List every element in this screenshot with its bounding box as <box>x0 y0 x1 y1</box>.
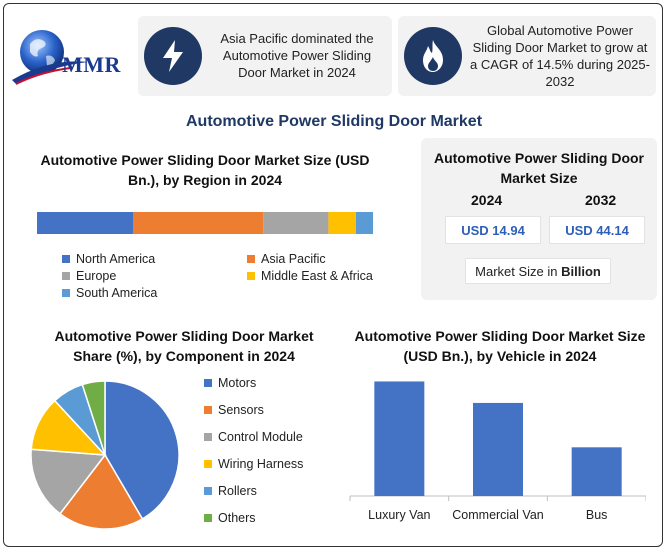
legend-swatch <box>204 487 212 495</box>
region-chart-title: Automotive Power Sliding Door Market Siz… <box>40 152 370 188</box>
legend-swatch <box>204 433 212 441</box>
legend-label: Europe <box>76 269 117 283</box>
unit-label-bold: Billion <box>561 263 601 279</box>
legend-item-asia-pacific: Asia Pacific <box>247 252 326 266</box>
region-segment-south-america <box>355 212 373 234</box>
legend-swatch <box>204 379 212 387</box>
legend-swatch <box>247 255 255 263</box>
region-legend: North America Asia Pacific Europe Middle Ea… <box>62 252 402 304</box>
legend-swatch <box>204 460 212 468</box>
year-2032-label: 2032 <box>585 192 617 208</box>
pie-slice-motors <box>104 380 180 520</box>
legend-item-middle-east-africa: Middle East & Africa <box>247 269 373 283</box>
x-tick-label-bus: Bus <box>586 508 608 522</box>
market-size-unit-label: Market Size in Billion <box>465 258 611 284</box>
flame-icon <box>404 27 462 85</box>
lightning-icon <box>144 27 202 85</box>
market-size-title: Automotive Power Sliding Door Market Siz… <box>433 150 644 186</box>
region-segment-europe <box>263 212 329 234</box>
legend-item-control-module: Control Module <box>204 430 303 444</box>
legend-label: Wiring Harness <box>218 457 304 471</box>
insight-card-cagr: Global Automotive Power Sliding Door Mar… <box>398 16 656 96</box>
brand-logo: MMR <box>10 22 135 92</box>
region-segment-asia-pacific <box>133 212 264 234</box>
pie-slice-others <box>81 380 106 456</box>
legend-swatch <box>204 406 212 414</box>
vehicle-chart-title: Automotive Power Sliding Door Market Siz… <box>354 328 646 364</box>
legend-label: Motors <box>218 376 257 390</box>
legend-swatch <box>247 272 255 280</box>
legend-label: Middle East & Africa <box>261 269 373 283</box>
legend-label: Sensors <box>218 403 264 417</box>
legend-label: Rollers <box>218 484 257 498</box>
legend-swatch <box>62 289 70 297</box>
year-2024-label: 2024 <box>471 192 503 208</box>
market-size-panel: Automotive Power Sliding Door Market Siz… <box>421 138 657 300</box>
value-2024: USD 14.94 <box>445 216 541 244</box>
x-tick-label-commercial-van: Commercial Van <box>452 508 544 522</box>
unit-label-prefix: Market Size in <box>475 263 562 279</box>
legend-swatch <box>62 272 70 280</box>
bar-bus <box>571 447 622 496</box>
legend-label: South America <box>76 286 158 300</box>
component-legend: Motors Sensors Control Module Wiring Harnes… <box>204 376 334 532</box>
pie-slice-sensors <box>58 453 144 530</box>
bar-luxury-van <box>374 381 425 496</box>
region-segment-middle-east-africa <box>328 212 356 234</box>
region-segment-north-america <box>37 212 133 234</box>
legend-label: North America <box>76 252 156 266</box>
globe-icon <box>12 30 88 85</box>
pie-slice-control-module <box>30 448 107 515</box>
main-title: Automotive Power Sliding Door Market <box>185 113 483 130</box>
legend-item-wiring-harness: Wiring Harness <box>204 457 303 471</box>
value-2032: USD 44.14 <box>549 216 645 244</box>
legend-item-north-america: North America <box>62 252 155 266</box>
component-chart-title: Automotive Power Sliding Door Market Sha… <box>54 328 314 364</box>
component-pie-chart <box>30 380 180 530</box>
insight-card-text: Global Automotive Power Sliding Door Mar… <box>470 23 650 89</box>
legend-label: Others <box>218 511 256 525</box>
legend-item-motors: Motors <box>204 376 256 390</box>
insight-card-text: Asia Pacific dominated the Automotive Po… <box>220 31 374 80</box>
legend-item-south-america: South America <box>62 286 157 300</box>
vehicle-bar-chart: Luxury Van Commercial Van Bus <box>349 381 646 522</box>
legend-swatch <box>204 514 212 522</box>
legend-item-europe: Europe <box>62 269 116 283</box>
region-stacked-bar <box>37 212 373 234</box>
bar-commercial-van <box>473 402 523 496</box>
legend-swatch <box>62 255 70 263</box>
legend-item-rollers: Rollers <box>204 484 257 498</box>
logo-text: MMR <box>62 52 121 77</box>
legend-item-sensors: Sensors <box>204 403 264 417</box>
legend-label: Control Module <box>218 430 303 444</box>
legend-label: Asia Pacific <box>261 252 326 266</box>
infographic-frame <box>3 3 663 547</box>
legend-item-others: Others <box>204 511 256 525</box>
x-tick-label-luxury-van: Luxury Van <box>368 508 430 522</box>
insight-card-region: Asia Pacific dominated the Automotive Po… <box>138 16 392 96</box>
